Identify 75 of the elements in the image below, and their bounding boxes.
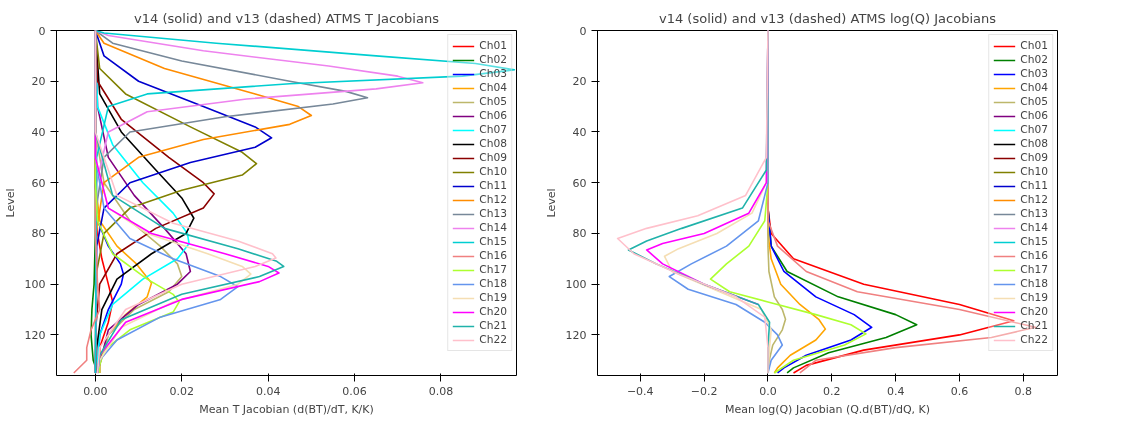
legend-label: Ch22 <box>479 333 507 346</box>
y-tick-label: 120 <box>565 328 587 342</box>
legend-label: Ch22 <box>1020 333 1048 346</box>
x-tick-label: 0.06 <box>342 384 367 398</box>
legend-label: Ch19 <box>1020 291 1048 304</box>
y-tick-label: 80 <box>31 227 46 241</box>
x-axis-title: Mean T Jacobian (d(BT)/dT, K/K) <box>199 402 374 416</box>
x-tick-label: 0.04 <box>255 384 281 398</box>
x-tick-label: −0.4 <box>626 384 654 398</box>
x-tick-label: 0.00 <box>83 384 108 398</box>
legend-label: Ch17 <box>479 263 507 276</box>
legend-label: Ch05 <box>479 95 507 108</box>
x-tick-label: 0.0 <box>759 384 777 398</box>
y-tick-label: 100 <box>24 278 46 292</box>
legend-label: Ch16 <box>1020 249 1048 262</box>
legend-label: Ch10 <box>1020 165 1048 178</box>
legend-label: Ch18 <box>479 277 507 290</box>
legend-label: Ch01 <box>479 39 507 52</box>
legend-label: Ch03 <box>1020 67 1048 80</box>
legend-label: Ch15 <box>1020 235 1048 248</box>
y-tick-label: 0 <box>579 24 587 38</box>
y-tick-label: 20 <box>31 75 46 89</box>
y-tick-label: 100 <box>565 278 587 292</box>
legend-label: Ch14 <box>1020 221 1048 234</box>
legend-label: Ch19 <box>479 291 507 304</box>
legend-label: Ch21 <box>1020 319 1048 332</box>
legend-label: Ch21 <box>479 319 507 332</box>
x-tick-label: 0.08 <box>428 384 454 398</box>
y-tick-label: 40 <box>31 125 46 139</box>
y-tick-label: 80 <box>572 227 587 241</box>
chart-title: v14 (solid) and v13 (dashed) ATMS log(Q) Jacobians <box>658 10 997 26</box>
legend-label: Ch08 <box>1020 137 1048 150</box>
legend-label: Ch06 <box>1020 109 1048 122</box>
x-tick-label: 0.4 <box>886 384 905 398</box>
x-tick-label: 0.8 <box>1014 384 1033 398</box>
y-tick-label: 60 <box>31 176 46 190</box>
legend-label: Ch15 <box>479 235 507 248</box>
x-tick-label: 0.02 <box>169 384 195 398</box>
legend-label: Ch17 <box>1020 263 1048 276</box>
chart-title: v14 (solid) and v13 (dashed) ATMS T Jacobians <box>134 10 440 26</box>
legend-label: Ch20 <box>479 305 507 318</box>
y-tick-label: 20 <box>572 75 587 89</box>
y-axis-title: Level <box>3 188 17 218</box>
legend-label: Ch13 <box>479 207 507 220</box>
legend-label: Ch08 <box>479 137 507 150</box>
x-tick-label: 0.6 <box>950 384 969 398</box>
legend-label: Ch14 <box>479 221 507 234</box>
y-tick-label: 0 <box>38 24 46 38</box>
legend-label: Ch13 <box>1020 207 1048 220</box>
x-axis-title: Mean log(Q) Jacobian (Q.d(BT)/dQ, K) <box>724 402 931 416</box>
x-tick-label: 0.2 <box>823 384 841 398</box>
legend-label: Ch09 <box>479 151 507 164</box>
legend-label: Ch06 <box>479 109 507 122</box>
y-tick-label: 120 <box>24 328 46 342</box>
legend-label: Ch12 <box>1020 193 1048 206</box>
y-axis-title: Level <box>544 188 558 218</box>
legend-label: Ch01 <box>1020 39 1048 52</box>
legend-label: Ch04 <box>479 81 507 94</box>
legend-label: Ch02 <box>479 53 507 66</box>
legend-label: Ch07 <box>479 123 507 136</box>
y-tick-label: 40 <box>572 125 587 139</box>
legend-label: Ch11 <box>1020 179 1048 192</box>
legend-label: Ch11 <box>479 179 507 192</box>
legend-label: Ch02 <box>1020 53 1048 66</box>
legend-label: Ch07 <box>1020 123 1048 136</box>
legend-label: Ch04 <box>1020 81 1048 94</box>
legend-label: Ch12 <box>479 193 507 206</box>
legend-label: Ch16 <box>479 249 507 262</box>
legend-label: Ch05 <box>1020 95 1048 108</box>
y-tick-label: 60 <box>572 176 587 190</box>
legend-label: Ch10 <box>479 165 507 178</box>
legend-label: Ch09 <box>1020 151 1048 164</box>
legend-label: Ch18 <box>1020 277 1048 290</box>
x-tick-label: −0.2 <box>690 384 718 398</box>
legend-label: Ch20 <box>1020 305 1048 318</box>
